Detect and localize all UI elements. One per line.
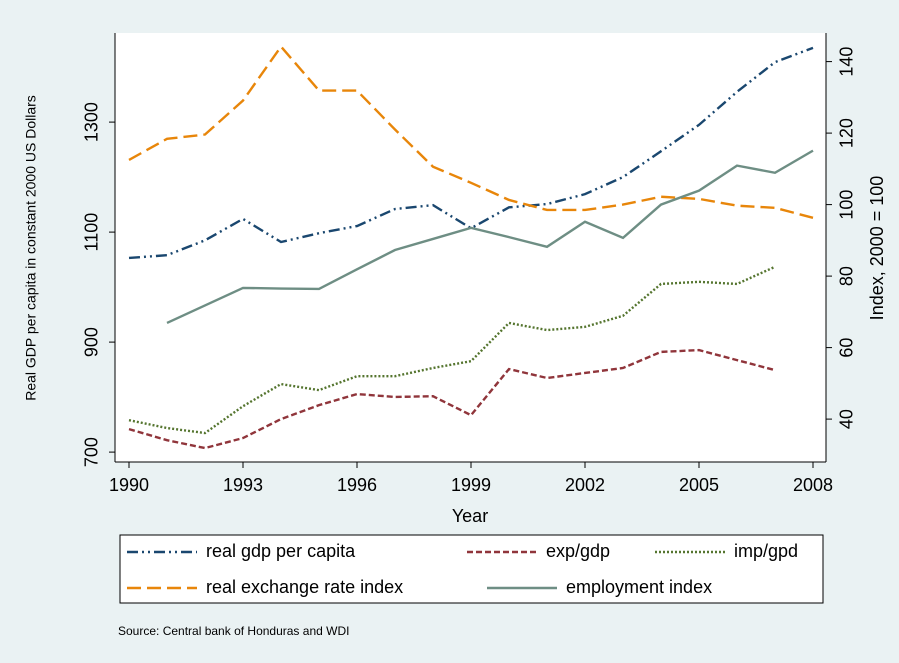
y2-tick-label: 40 xyxy=(837,409,857,429)
series-line xyxy=(128,265,776,435)
legend-label: exp/gdp xyxy=(546,541,610,561)
series-line xyxy=(128,348,776,450)
y-tick-label: 900 xyxy=(82,327,102,357)
x-axis-title: Year xyxy=(452,506,488,526)
legend-label: imp/gpd xyxy=(734,541,798,561)
series-line xyxy=(128,46,814,260)
legend xyxy=(119,534,824,604)
legend-label: employment index xyxy=(566,577,712,597)
x-tick-label: 1996 xyxy=(337,475,377,495)
x-tick-label: 1990 xyxy=(109,475,149,495)
legend-label: real gdp per capita xyxy=(206,541,356,561)
y-tick-label: 1300 xyxy=(82,102,102,142)
source-note: Source: Central bank of Honduras and WDI xyxy=(118,624,349,638)
y2-tick-label: 80 xyxy=(837,266,857,286)
y-tick-label: 1100 xyxy=(82,213,102,252)
x-tick-label: 2005 xyxy=(679,475,719,495)
y-tick-label: 700 xyxy=(82,437,102,467)
y2-tick-label: 60 xyxy=(837,338,857,358)
x-tick-label: 1999 xyxy=(451,475,491,495)
legend-label: real exchange rate index xyxy=(206,577,403,597)
series-line xyxy=(128,44,814,219)
x-tick-label: 1993 xyxy=(223,475,263,495)
y2-axis-title: Index, 2000 = 100 xyxy=(867,176,887,321)
series-line xyxy=(166,149,814,325)
y2-tick-label: 100 xyxy=(837,190,857,220)
x-tick-label: 2002 xyxy=(565,475,605,495)
y2-tick-label: 140 xyxy=(837,47,857,77)
y2-tick-label: 120 xyxy=(837,118,857,148)
y-axis-title: Real GDP per capita in constant 2000 US … xyxy=(23,95,39,401)
plot-area xyxy=(115,33,826,462)
x-tick-label: 2008 xyxy=(793,475,833,495)
